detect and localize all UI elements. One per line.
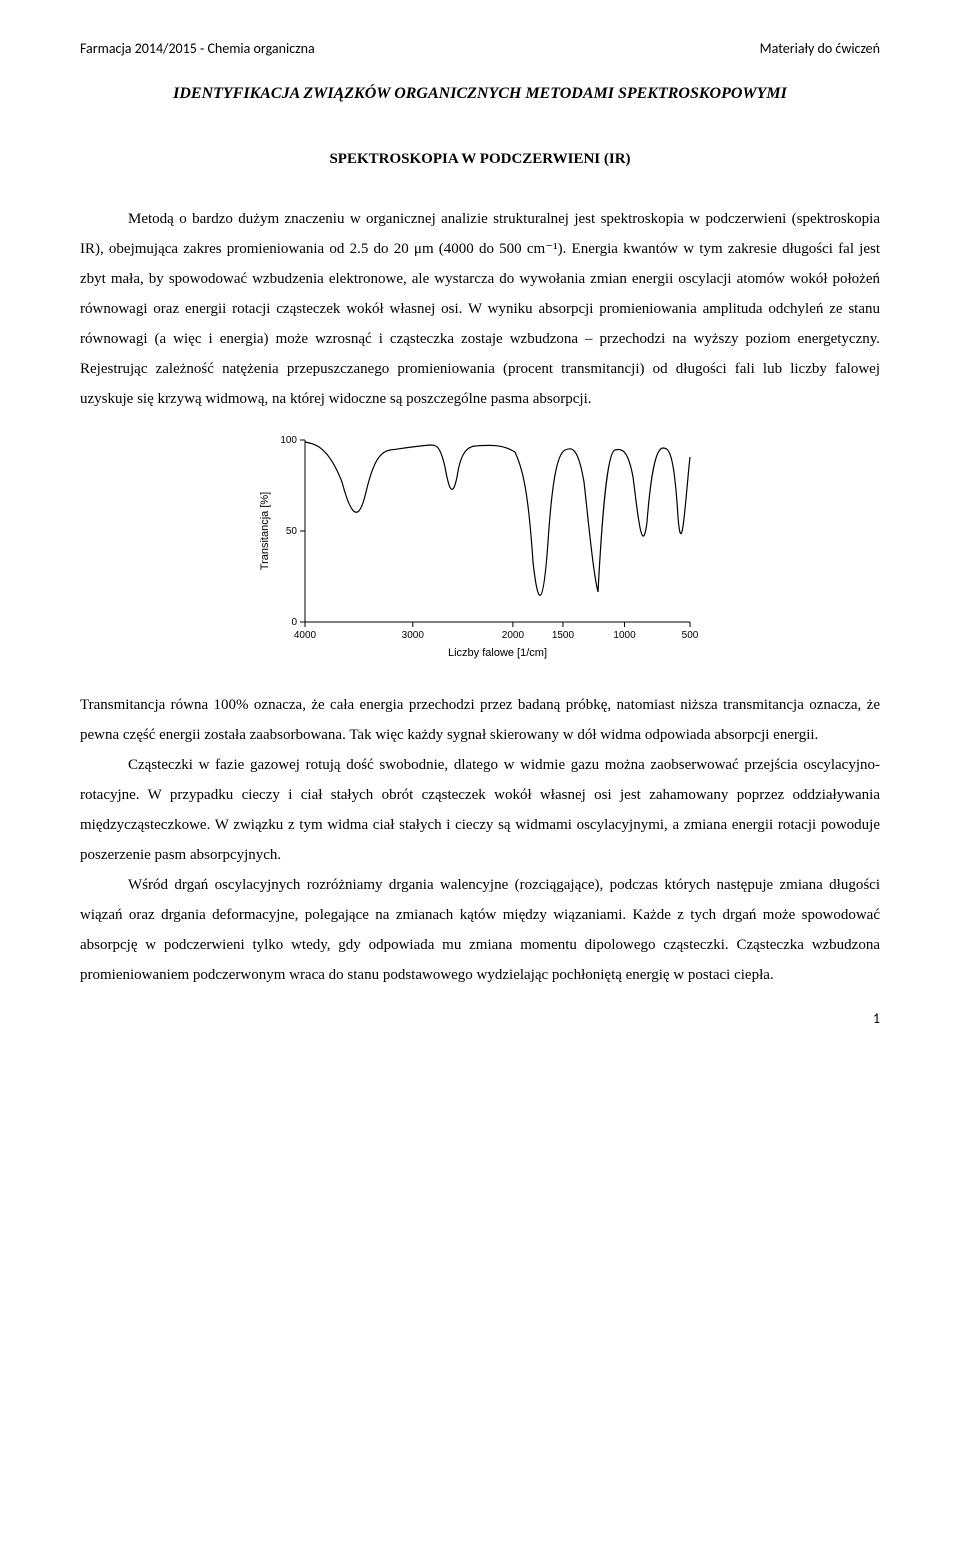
svg-text:Transitancja [%]: Transitancja [%] bbox=[259, 492, 271, 570]
paragraph-4: Wśród drgań oscylacyjnych rozróżniamy dr… bbox=[80, 870, 880, 990]
document-title: IDENTYFIKACJA ZWIĄZKÓW ORGANICZNYCH METO… bbox=[80, 85, 880, 103]
ir-spectrum-svg: 4000 3000 2000 1500 1000 500 0 50 100 Liczby falo… bbox=[250, 422, 710, 672]
header-left: Farmacja 2014/2015 - Chemia organiczna bbox=[80, 40, 315, 57]
paragraph-1: Metodą o bardzo dużym znaczeniu w organi… bbox=[80, 204, 880, 414]
svg-text:3000: 3000 bbox=[402, 630, 425, 641]
svg-text:500: 500 bbox=[682, 630, 699, 641]
svg-text:1000: 1000 bbox=[613, 630, 636, 641]
paragraph-2: Transmitancja równa 100% oznacza, że cał… bbox=[80, 690, 880, 750]
svg-text:0: 0 bbox=[291, 617, 297, 628]
section-title: SPEKTROSKOPIA W PODCZERWIENI (IR) bbox=[80, 151, 880, 168]
page-number: 1 bbox=[80, 1010, 880, 1027]
paragraph-3: Cząsteczki w fazie gazowej rotują dość s… bbox=[80, 750, 880, 870]
svg-text:Liczby falowe [1/cm]: Liczby falowe [1/cm] bbox=[448, 647, 547, 659]
document-page: Farmacja 2014/2015 - Chemia organiczna M… bbox=[0, 0, 960, 1067]
svg-text:4000: 4000 bbox=[294, 630, 317, 641]
svg-text:50: 50 bbox=[286, 526, 298, 537]
svg-text:100: 100 bbox=[280, 435, 297, 446]
svg-text:1500: 1500 bbox=[552, 630, 575, 641]
svg-text:2000: 2000 bbox=[502, 630, 525, 641]
page-header: Farmacja 2014/2015 - Chemia organiczna M… bbox=[80, 40, 880, 57]
header-right: Materiały do ćwiczeń bbox=[760, 40, 880, 57]
ir-spectrum-chart: 4000 3000 2000 1500 1000 500 0 50 100 Liczby falo… bbox=[80, 422, 880, 672]
